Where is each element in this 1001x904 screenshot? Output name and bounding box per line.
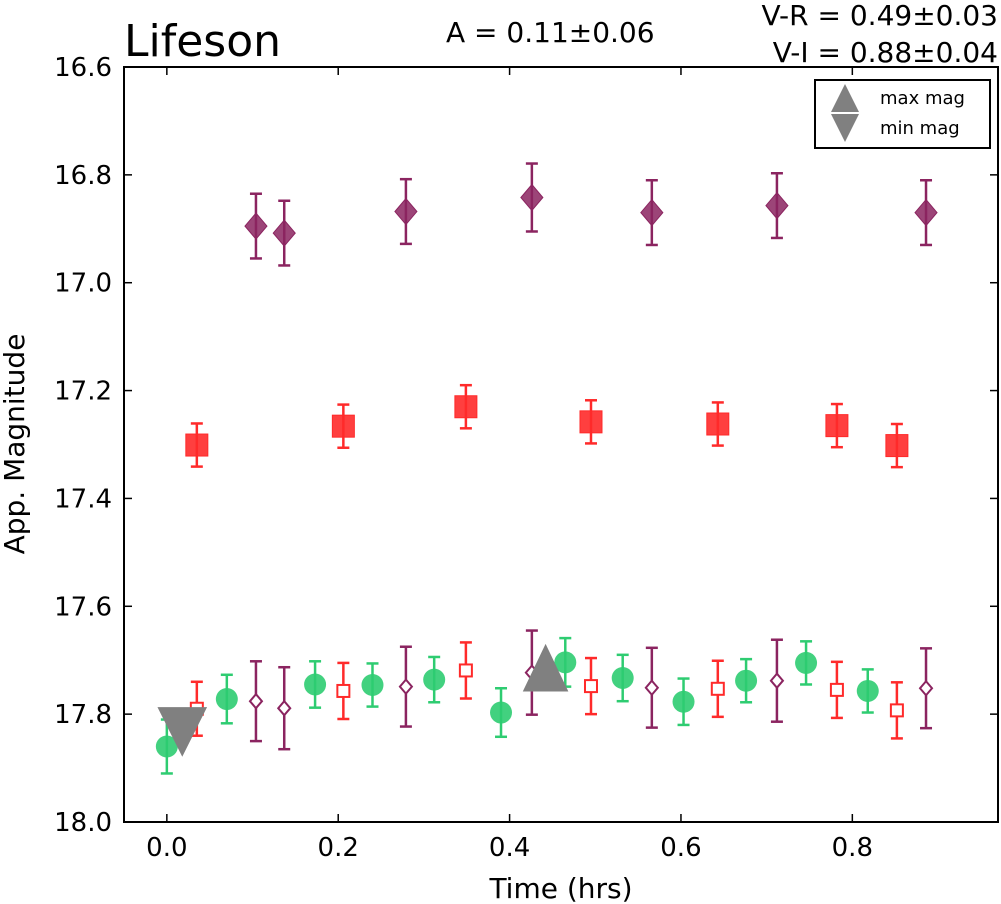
- data-point: [244, 212, 268, 240]
- y-tick-label: 17.4: [54, 484, 112, 514]
- x-axis-ticks: 0.0 0.2 0.4 0.6 0.8: [146, 67, 873, 863]
- legend-label: max mag: [880, 88, 965, 109]
- vi-color-label: V-I = 0.88±0.04: [773, 36, 998, 69]
- data-point: [889, 703, 904, 718]
- series-square-filled: [185, 383, 909, 469]
- x-tick-label: 0.0: [146, 833, 187, 863]
- data-point: [579, 410, 603, 434]
- plot-area: [155, 162, 938, 775]
- series-diamond-filled: [244, 162, 938, 267]
- x-tick-label: 0.2: [318, 833, 359, 863]
- axes-frame: [123, 66, 999, 823]
- vr-color-label: V-R = 0.49±0.03: [762, 0, 998, 32]
- data-point: [454, 395, 478, 419]
- data-point: [918, 679, 934, 697]
- data-point: [706, 412, 730, 436]
- data-point: [304, 673, 327, 696]
- data-point: [248, 692, 264, 710]
- data-point: [394, 197, 418, 226]
- data-point: [155, 735, 178, 758]
- data-point: [644, 679, 660, 697]
- y-tick-label: 17.6: [54, 592, 112, 622]
- y-axis-label: App. Magnitude: [0, 334, 31, 555]
- y-tick-label: 17.0: [54, 269, 112, 299]
- legend-label: min mag: [880, 118, 960, 139]
- x-tick-label: 0.6: [660, 833, 701, 863]
- data-point: [795, 651, 818, 674]
- x-axis-label: Time (hrs): [488, 872, 632, 904]
- data-point: [361, 674, 384, 697]
- data-point: [490, 701, 513, 724]
- data-point: [272, 219, 296, 247]
- data-point: [458, 663, 473, 678]
- data-point: [856, 679, 879, 702]
- y-tick-label: 16.6: [54, 53, 112, 83]
- data-point: [765, 191, 789, 220]
- data-point: [885, 434, 909, 458]
- legend-min-icon: [831, 114, 859, 142]
- data-point: [829, 682, 844, 697]
- data-point: [769, 672, 785, 690]
- data-point: [554, 651, 577, 674]
- x-tick-label: 0.8: [832, 833, 873, 863]
- max-mag-marker: [522, 643, 569, 692]
- x-tick-label: 0.4: [489, 833, 530, 863]
- legend: max mag min mag: [814, 79, 991, 149]
- data-point: [520, 183, 544, 212]
- data-point: [672, 690, 695, 713]
- data-point: [914, 198, 938, 227]
- data-point: [583, 679, 598, 694]
- series-square-open: [189, 641, 904, 740]
- data-point: [276, 699, 292, 717]
- data-point: [398, 678, 414, 696]
- legend-max-icon: [831, 84, 859, 112]
- chart-title: Lifeson: [124, 16, 281, 67]
- data-point: [185, 433, 209, 457]
- y-tick-label: 18.0: [54, 808, 112, 838]
- data-point: [611, 667, 634, 690]
- data-point: [331, 414, 355, 438]
- y-tick-label: 17.8: [54, 700, 112, 730]
- data-point: [640, 198, 664, 227]
- data-point: [215, 688, 238, 711]
- data-point: [336, 683, 351, 698]
- y-tick-label: 16.8: [54, 161, 112, 191]
- data-point: [735, 669, 758, 692]
- data-point: [423, 668, 446, 691]
- amplitude-label: A = 0.11±0.06: [446, 16, 655, 49]
- min-mag-marker: [157, 707, 208, 757]
- data-point: [710, 681, 725, 696]
- data-point: [825, 414, 849, 438]
- y-tick-label: 17.2: [54, 377, 112, 407]
- series-circle-filled: [155, 636, 879, 775]
